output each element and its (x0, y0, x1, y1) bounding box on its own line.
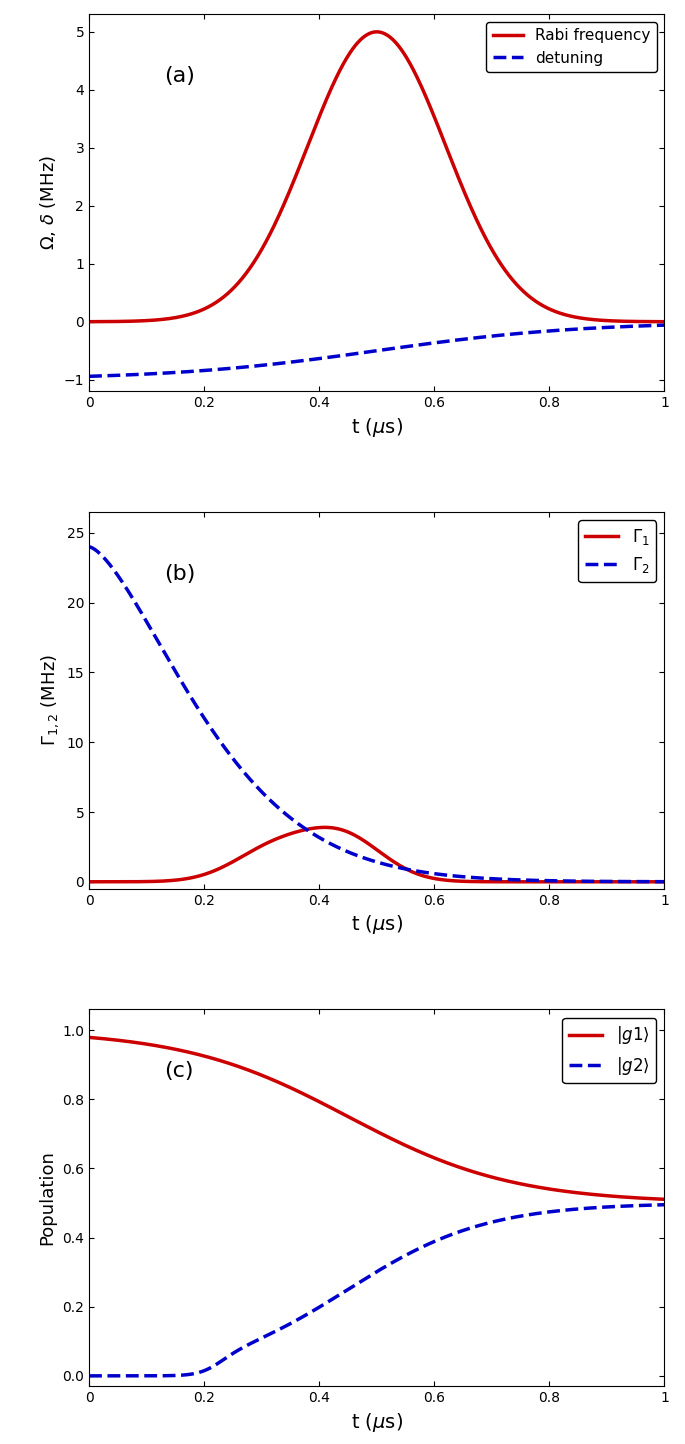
$|g1\rangle$ (85, 1028, 93, 1045)
detuning (643, 318, 651, 335)
$|g2\rangle$ (364, 1268, 373, 1285)
Line: $|g1\rangle$: $|g1\rangle$ (89, 1037, 664, 1200)
detuning (85, 368, 93, 386)
Rabi frequency (85, 313, 93, 331)
detuning (364, 344, 373, 361)
$|g1\rangle$ (114, 1031, 123, 1048)
detuning (538, 323, 546, 341)
Y-axis label: $\Gamma_{1,2}$ (MHz): $\Gamma_{1,2}$ (MHz) (40, 654, 61, 747)
$\Gamma_2$ (85, 539, 93, 556)
$|g1\rangle$ (660, 1191, 669, 1209)
Rabi frequency (660, 313, 669, 331)
Text: (c): (c) (164, 1061, 193, 1082)
$\Gamma_1$ (321, 819, 329, 836)
$|g1\rangle$ (643, 1190, 651, 1207)
Rabi frequency (364, 25, 373, 42)
$|g2\rangle$ (644, 1197, 652, 1214)
Rabi frequency (373, 23, 381, 40)
$\Gamma_1$ (538, 874, 547, 891)
Y-axis label: Population: Population (38, 1151, 57, 1245)
X-axis label: t ($\mu$s): t ($\mu$s) (351, 913, 403, 936)
Line: detuning: detuning (89, 325, 664, 377)
Line: $\Gamma_1$: $\Gamma_1$ (89, 827, 664, 882)
X-axis label: t ($\mu$s): t ($\mu$s) (351, 416, 403, 439)
Rabi frequency (644, 313, 652, 331)
$|g1\rangle$ (644, 1190, 652, 1207)
Rabi frequency (644, 313, 652, 331)
Legend: $|g1\rangle$, $|g2\rangle$: $|g1\rangle$, $|g2\rangle$ (562, 1018, 656, 1083)
detuning (660, 316, 669, 334)
$\Gamma_1$ (350, 826, 358, 843)
$\Gamma_1$ (85, 874, 93, 891)
Rabi frequency (538, 297, 547, 315)
$|g2\rangle$ (349, 1278, 358, 1295)
Line: $|g2\rangle$: $|g2\rangle$ (89, 1204, 664, 1376)
Legend: $\Gamma_1$, $\Gamma_2$: $\Gamma_1$, $\Gamma_2$ (578, 520, 656, 582)
$|g1\rangle$ (538, 1180, 546, 1197)
$\Gamma_2$ (349, 845, 358, 862)
$|g1\rangle$ (364, 1119, 373, 1136)
Line: Rabi frequency: Rabi frequency (89, 32, 664, 322)
$|g2\rangle$ (643, 1197, 651, 1214)
$|g2\rangle$ (114, 1367, 123, 1385)
$\Gamma_2$ (643, 874, 651, 891)
detuning (644, 318, 652, 335)
$\Gamma_2$ (364, 851, 373, 868)
$|g1\rangle$ (349, 1110, 358, 1128)
$|g2\rangle$ (538, 1204, 546, 1222)
Text: (b): (b) (164, 563, 195, 583)
$|g2\rangle$ (660, 1196, 669, 1213)
Text: (a): (a) (164, 66, 195, 87)
Legend: Rabi frequency, detuning: Rabi frequency, detuning (486, 22, 657, 72)
$|g2\rangle$ (85, 1367, 93, 1385)
Rabi frequency (349, 39, 358, 56)
$\Gamma_2$ (114, 567, 123, 585)
$\Gamma_2$ (644, 874, 652, 891)
$\Gamma_1$ (365, 836, 373, 853)
detuning (114, 367, 123, 384)
X-axis label: t ($\mu$s): t ($\mu$s) (351, 1411, 403, 1434)
Line: $\Gamma_2$: $\Gamma_2$ (89, 547, 664, 882)
detuning (349, 345, 358, 362)
$\Gamma_1$ (660, 874, 669, 891)
$\Gamma_1$ (114, 874, 123, 891)
Y-axis label: $\Omega$, $\delta$ (MHz): $\Omega$, $\delta$ (MHz) (38, 156, 58, 250)
$\Gamma_1$ (644, 874, 652, 891)
$\Gamma_2$ (660, 874, 669, 891)
Rabi frequency (114, 313, 123, 331)
$\Gamma_2$ (538, 872, 546, 890)
$\Gamma_1$ (644, 874, 652, 891)
